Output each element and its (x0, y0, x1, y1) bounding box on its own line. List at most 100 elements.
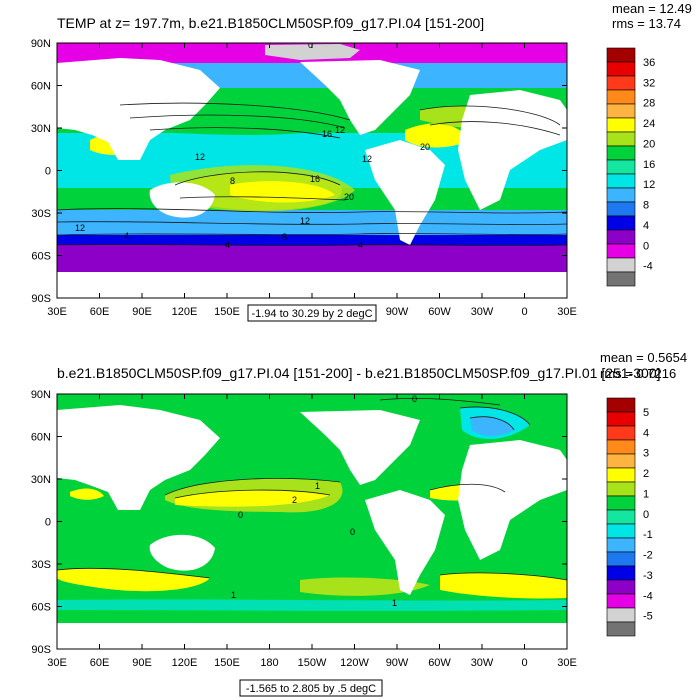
colorbar-swatch (606, 565, 636, 581)
colorbar-swatch (606, 411, 636, 427)
north-america-land (300, 410, 420, 485)
panel-bottom-rms: rms = 0.7216 (600, 366, 676, 381)
antarctic-land (57, 272, 567, 298)
colorbar-label: 2 (643, 468, 649, 480)
panel-top-title: TEMP at z= 197.7m, b.e21.B1850CLM50SP.f0… (57, 15, 484, 31)
contour-label: 1 (315, 481, 320, 491)
contour-label: 16 (310, 174, 320, 184)
panel-top-rms: rms = 13.74 (612, 16, 681, 31)
colorbar-label: 0 (643, 240, 649, 252)
lon-tick-label: 120E (172, 306, 198, 318)
asia-land (57, 58, 220, 160)
panel-bottom-title: b.e21.B1850CLM50SP.f09_g17.PI.04 [151-20… (57, 365, 661, 381)
lon-tick-label: 30W (471, 306, 494, 318)
south-pacific-anom (300, 577, 430, 596)
colorbar-label: 1 (643, 488, 649, 500)
south-america-land (365, 490, 445, 595)
colorbar-swatch (606, 467, 636, 483)
contour-labels-top: 0 12 16 20 12 12 12 4 4 4 20 16 12 8 8 (75, 43, 430, 250)
lon-tick-label: 120E (172, 657, 198, 669)
colorbar-label: 12 (643, 179, 655, 191)
lon-tick-label: 60W (428, 306, 451, 318)
contour-label: 1 (231, 590, 236, 600)
panel-top-colorbar: 36 32 28 24 20 16 12 8 4 0 -4 (606, 47, 655, 287)
gulf-warm (405, 123, 470, 148)
contour-label: 4 (225, 240, 230, 250)
lon-tick-label: 30E (47, 657, 67, 669)
lon-tick-label: 0 (521, 657, 527, 669)
colorbar-label: 0 (643, 509, 649, 521)
south-atlantic-anom (440, 572, 567, 599)
colorbar-swatch (606, 453, 636, 469)
panel-top-mean: mean = 12.49 (612, 1, 692, 16)
colorbar-label: -4 (643, 261, 653, 273)
colorbar-swatch (606, 159, 636, 175)
colorbar-label: 20 (643, 138, 655, 150)
colorbar-swatch (606, 47, 636, 63)
lat-tick-label: 60N (31, 81, 51, 93)
colorbar-label: 28 (643, 98, 655, 110)
colorbar-swatch (606, 607, 636, 623)
antarctic-land (57, 623, 567, 649)
colorbar-swatch (606, 75, 636, 91)
contour-label: 0 (350, 527, 355, 537)
contour-label: 20 (420, 142, 430, 152)
colorbar-swatch (606, 215, 636, 231)
lon-tick-label: 30E (47, 306, 67, 318)
colorbar-label: -5 (643, 611, 653, 623)
lon-tick-label: 30E (557, 306, 577, 318)
colorbar-swatch (606, 201, 636, 217)
lat-tick-label: 90S (31, 293, 51, 305)
contours-top (57, 102, 567, 247)
north-america-land (300, 60, 420, 135)
contour-label: 12 (335, 125, 345, 135)
lon-tick-label: 60W (428, 657, 451, 669)
panel-bottom-colorbar: 5 4 3 2 1 0 -1 -2 -3 -4 -5 (606, 397, 653, 637)
panel-top-range-note: -1.94 to 30.29 by 2 degC (251, 308, 372, 320)
colorbar-swatch (606, 439, 636, 455)
asia-land (57, 405, 220, 510)
panel-top: TEMP at z= 197.7m, b.e21.B1850CLM50SP.f0… (31, 1, 692, 322)
contour-label: 4 (358, 240, 363, 250)
contour-label: 12 (362, 154, 372, 164)
lat-tick-label: 30S (31, 559, 51, 571)
colorbar-label: -2 (643, 550, 653, 562)
lon-tick-label: 60E (90, 306, 110, 318)
colorbar-label: 4 (643, 427, 649, 439)
colorbar-swatch (606, 397, 636, 413)
antarctic-band (57, 245, 567, 273)
lon-tick-label: 90W (386, 306, 409, 318)
contour-label: 12 (300, 216, 310, 226)
colorbar-label: 3 (643, 448, 649, 460)
colorbar-label: -4 (643, 590, 653, 602)
colorbar-swatch (606, 523, 636, 539)
lon-tick-label: 120W (340, 657, 369, 669)
colorbar-swatch (606, 495, 636, 511)
southern-ocean-neg (57, 599, 567, 611)
lon-tick-label: 60E (90, 657, 110, 669)
lat-tick-label: 60S (31, 602, 51, 614)
south-mid-band (57, 210, 567, 235)
africa-europe-land (458, 90, 567, 210)
panel-bottom-map: 0 1 2 0 0 1 1 (57, 394, 567, 649)
colorbar-label: 4 (643, 220, 649, 232)
lon-tick-label: 150E (214, 657, 240, 669)
colorbar-label: 24 (643, 118, 655, 130)
lat-tick-label: 90N (31, 38, 51, 50)
lat-tick-label: 30N (31, 474, 51, 486)
africa-europe-land (458, 440, 567, 560)
panel-top-range-box (247, 304, 377, 322)
arabian-anom (70, 488, 104, 500)
contour-label: 8 (230, 176, 235, 186)
lon-tick-label: 90E (132, 306, 152, 318)
lon-tick-label: 90W (386, 657, 409, 669)
panel-top-map: 0 12 16 20 12 12 12 4 4 4 20 16 12 8 8 (57, 43, 567, 298)
colorbar-swatch (606, 481, 636, 497)
lat-tick-label: 90S (31, 644, 51, 656)
australia-land (149, 182, 215, 218)
colorbar-swatch (606, 229, 636, 245)
contour-label: 0 (238, 510, 243, 520)
australia-land (149, 534, 215, 571)
panel-bottom-range-box (239, 679, 383, 697)
colorbar-swatch (606, 145, 636, 161)
